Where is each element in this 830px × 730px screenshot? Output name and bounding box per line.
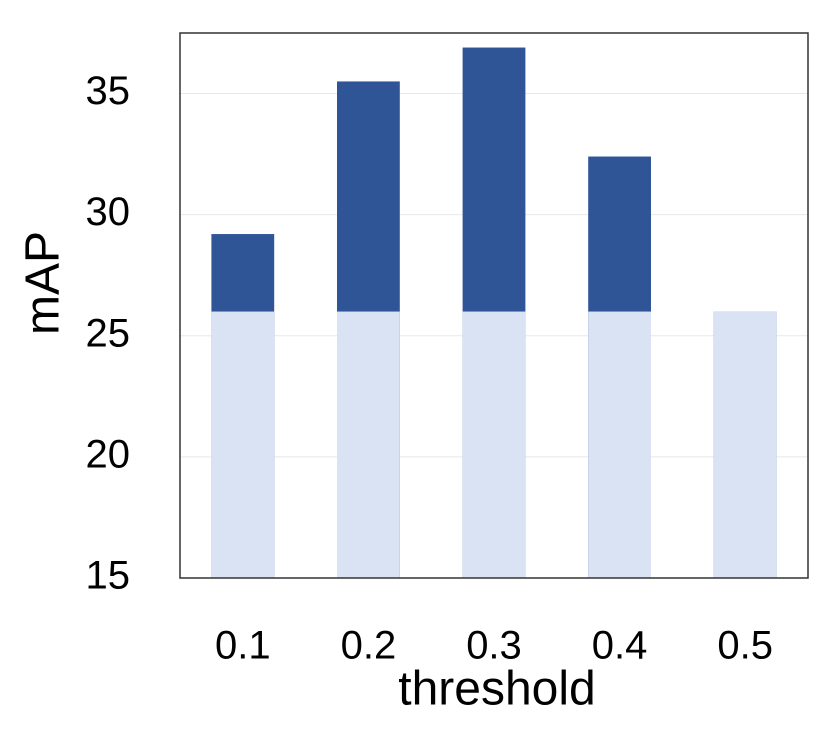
bar bbox=[337, 311, 400, 578]
x-tick-label: 0.5 bbox=[717, 624, 773, 668]
y-tick-label: 20 bbox=[86, 432, 131, 476]
x-tick-label: 0.4 bbox=[592, 624, 648, 668]
y-tick-label: 15 bbox=[86, 554, 131, 598]
x-axis-label: threshold bbox=[398, 663, 595, 716]
bar bbox=[211, 311, 275, 578]
plot-frame bbox=[179, 32, 809, 579]
bar bbox=[713, 311, 777, 578]
x-tick-label: 0.1 bbox=[215, 624, 271, 668]
y-tick-label: 30 bbox=[86, 190, 131, 234]
x-tick-label: 0.3 bbox=[466, 624, 522, 668]
y-axis-label: mAP bbox=[17, 231, 70, 335]
y-tick-label: 35 bbox=[86, 69, 131, 113]
y-tick-label: 25 bbox=[86, 311, 131, 355]
x-tick-label: 0.2 bbox=[341, 624, 397, 668]
bar bbox=[588, 311, 651, 578]
bar bbox=[462, 311, 526, 578]
